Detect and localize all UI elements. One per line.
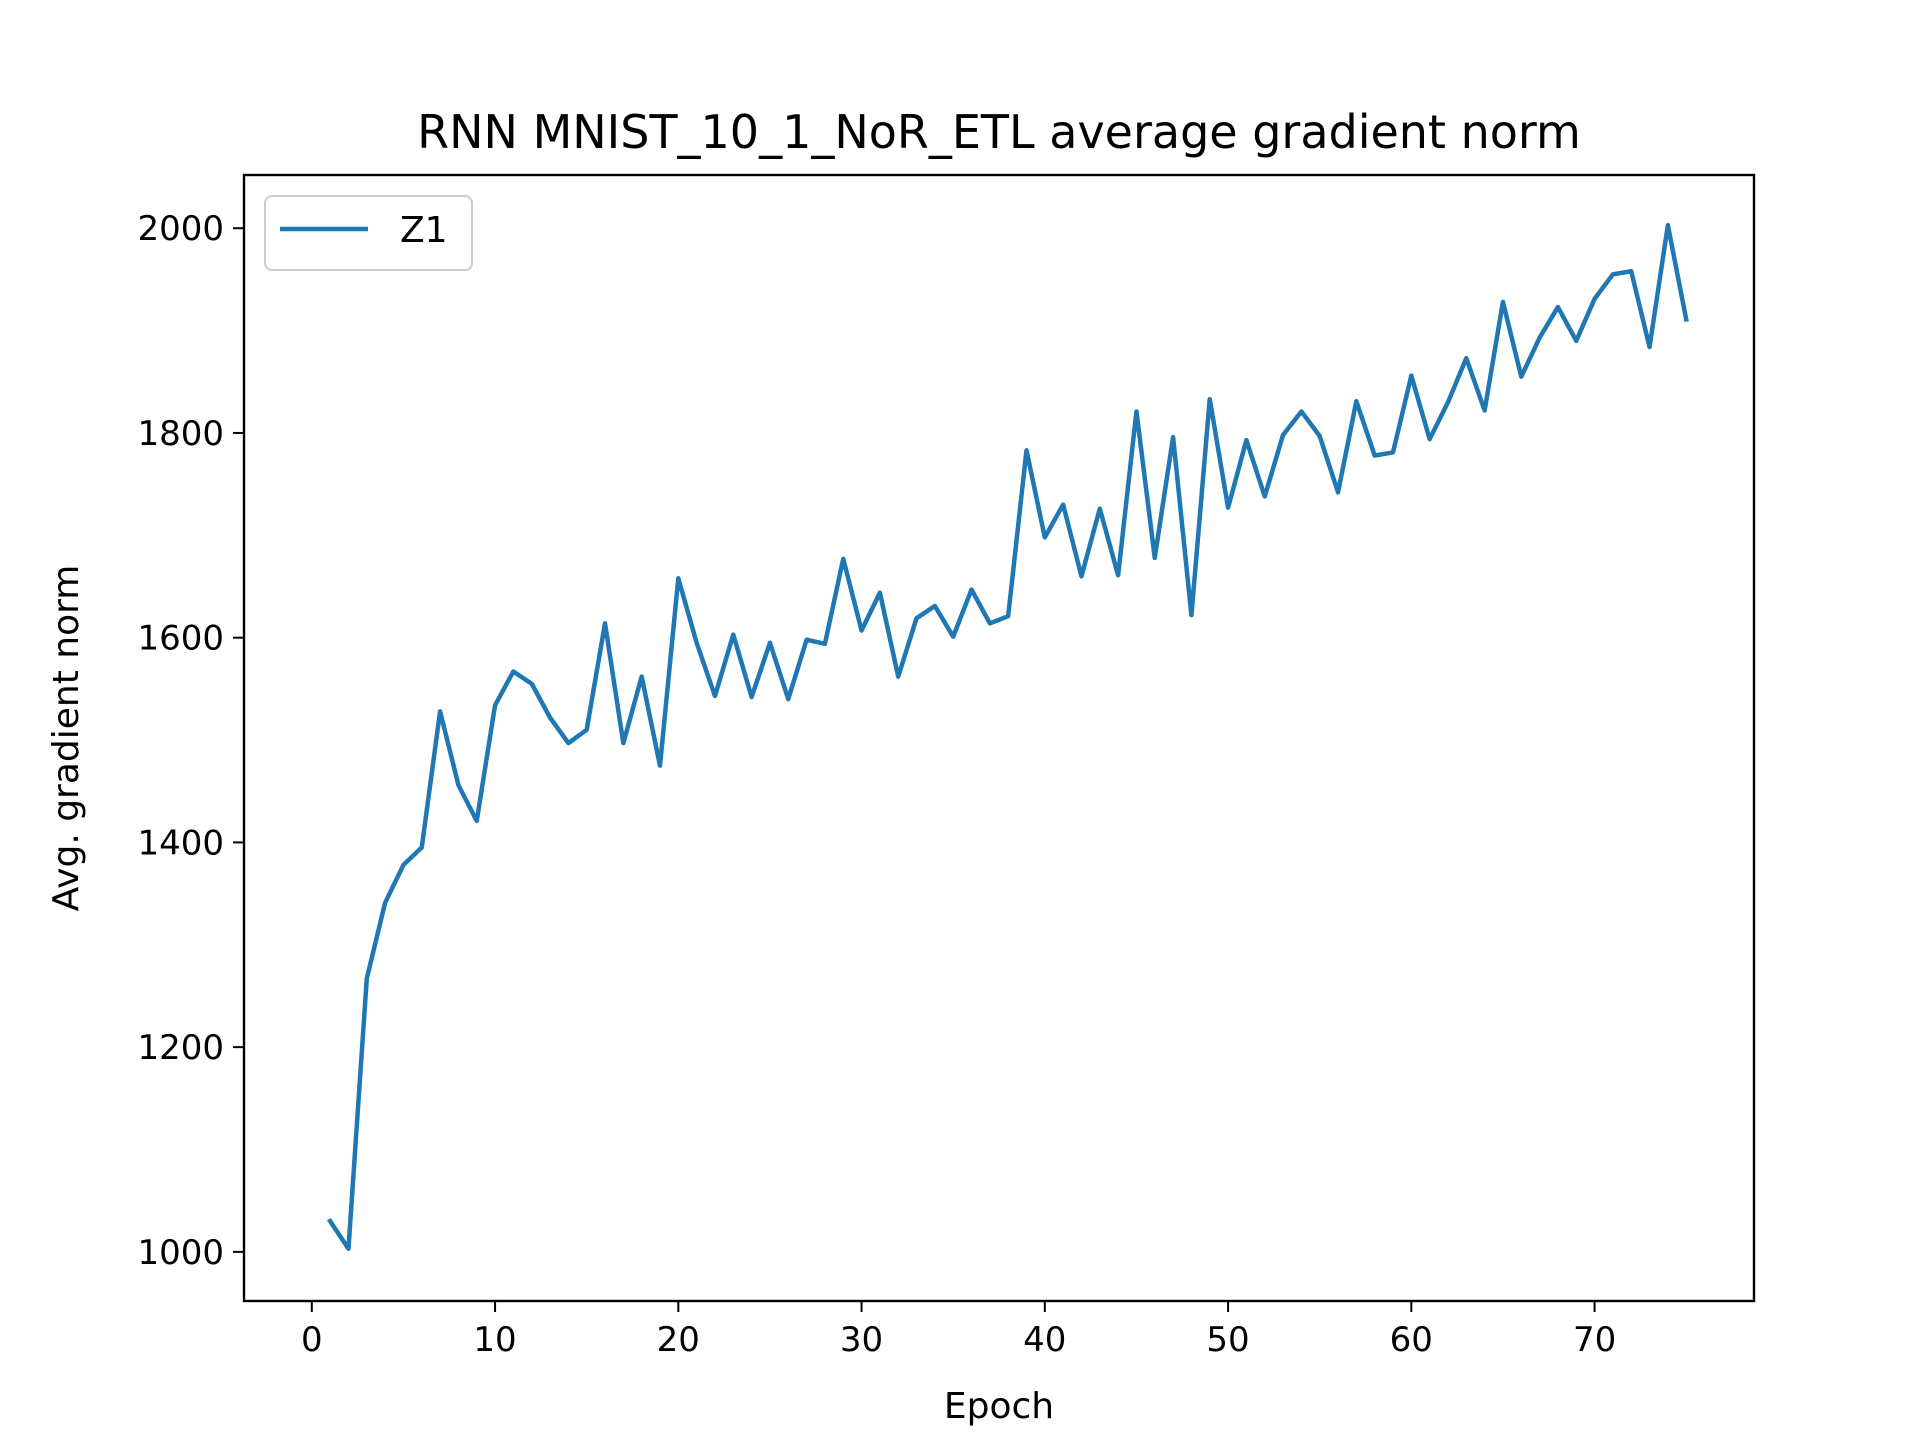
- x-tick-label: 50: [1206, 1320, 1249, 1360]
- legend: Z1: [264, 195, 473, 271]
- chart-title: RNN MNIST_10_1_NoR_ETL average gradient …: [417, 105, 1581, 159]
- x-tick-label: 20: [657, 1320, 700, 1360]
- y-tick-label: 1400: [137, 823, 224, 863]
- y-axis-ticks: 1000 1200 1400 1600 1800 2000: [137, 209, 244, 1273]
- legend-label: Z1: [400, 210, 448, 251]
- series-layer: [327, 222, 1689, 1252]
- plot-area-frame: [242, 173, 1756, 1303]
- x-tick-label: 10: [473, 1320, 516, 1360]
- x-tick-label: 60: [1390, 1320, 1433, 1360]
- y-tick-label: 1000: [137, 1233, 224, 1273]
- plot-area-background: [244, 175, 1754, 1301]
- x-tick-label: 70: [1573, 1320, 1616, 1360]
- x-tick-label: 30: [840, 1320, 883, 1360]
- y-tick-label: 1800: [137, 414, 224, 454]
- series-line-z1: [327, 222, 1689, 1252]
- y-tick-label: 1200: [137, 1028, 224, 1068]
- x-axis-label: Epoch: [944, 1386, 1054, 1427]
- y-tick-label: 1600: [137, 619, 224, 659]
- legend-box: [264, 195, 473, 271]
- x-axis-ticks: 0 10 20 30 40 50 60 70: [301, 1301, 1616, 1360]
- x-tick-label: 40: [1023, 1320, 1066, 1360]
- y-axis-label: Avg. gradient norm: [46, 565, 87, 912]
- y-tick-label: 2000: [137, 209, 224, 249]
- x-tick-label: 0: [301, 1320, 323, 1360]
